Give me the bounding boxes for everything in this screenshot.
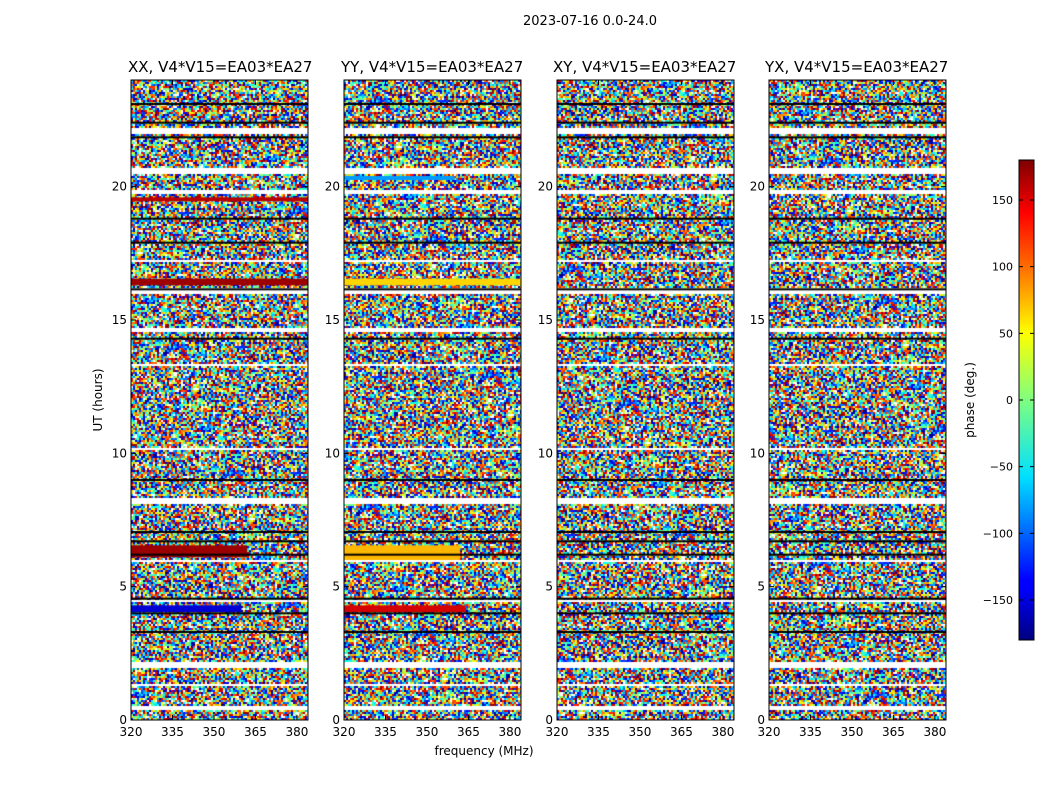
y-tick-label: 10 [750, 446, 765, 460]
y-tick-label: 10 [112, 446, 127, 460]
x-tick-label: 380 [923, 725, 946, 739]
panel-title-xx: XX, V4*V15=EA03*EA27 [128, 58, 313, 76]
x-tick-label: 320 [333, 725, 356, 739]
x-tick-label: 320 [546, 725, 569, 739]
panel-1: 320 335 350 365 380 0 5 10 15 20 [325, 79, 522, 739]
panel-title-yy: YY, V4*V15=EA03*EA27 [341, 58, 524, 76]
x-axis-label: frequency (MHz) [434, 744, 534, 758]
x-tick-label: 320 [120, 725, 143, 739]
y-tick-label: 20 [750, 180, 765, 194]
panel-frame-0 [130, 79, 309, 721]
colorbar-tick-label: 50 [999, 327, 1013, 340]
x-tick-label: 380 [711, 725, 734, 739]
y-tick-label: 0 [119, 713, 127, 727]
panel-image-1 [344, 80, 521, 720]
x-tick-label: 335 [799, 725, 822, 739]
y-tick-label: 15 [112, 313, 127, 327]
y-tick-label: 0 [545, 713, 553, 727]
x-tick-label: 350 [203, 725, 226, 739]
panel-image-3 [769, 80, 946, 720]
colorbar-tick-label: −50 [990, 461, 1013, 474]
x-tick-label: 335 [374, 725, 397, 739]
colorbar-tick-label: 150 [992, 194, 1013, 207]
x-tick-label: 365 [244, 725, 267, 739]
x-tick-label: 350 [841, 725, 864, 739]
x-tick-label: 380 [498, 725, 521, 739]
panel-2: 320 335 350 365 380 0 5 10 15 20 [538, 79, 735, 739]
colorbar-tick-label: −150 [983, 594, 1013, 607]
colorbar-tick-label: 100 [992, 261, 1013, 274]
y-tick-label: 15 [538, 313, 553, 327]
panel-image-2 [557, 80, 734, 720]
y-tick-label: 20 [325, 180, 340, 194]
x-tick-label: 335 [587, 725, 610, 739]
panel-0: 320 335 350 365 380 0 5 10 15 20 [112, 79, 309, 739]
y-tick-label: 15 [325, 313, 340, 327]
colorbar-label: phase (deg.) [963, 362, 977, 438]
y-axis-label: UT (hours) [91, 368, 105, 432]
panel-title-xy: XY, V4*V15=EA03*EA27 [553, 58, 737, 76]
y-tick-label: 5 [119, 580, 127, 594]
x-tick-label: 380 [285, 725, 308, 739]
colorbar-tick-label: 0 [1006, 394, 1013, 407]
panel-3: 320 335 350 365 380 0 5 10 15 20 [750, 79, 947, 739]
y-tick-label: 10 [325, 446, 340, 460]
x-tick-label: 350 [416, 725, 439, 739]
panel-frame-3 [768, 79, 947, 721]
y-tick-label: 10 [538, 446, 553, 460]
panel-image-0 [131, 80, 308, 720]
x-tick-label: 365 [457, 725, 480, 739]
y-tick-label: 5 [332, 580, 340, 594]
x-tick-label: 350 [629, 725, 652, 739]
colorbar-tick-label: −100 [983, 527, 1013, 540]
y-tick-label: 5 [545, 580, 553, 594]
x-tick-label: 335 [161, 725, 184, 739]
panel-frame-2 [556, 79, 735, 721]
x-tick-label: 365 [882, 725, 905, 739]
y-tick-label: 20 [112, 180, 127, 194]
chart-suptitle: 2023-07-16 0.0-24.0 [523, 14, 657, 29]
y-tick-label: 5 [757, 580, 765, 594]
y-tick-label: 0 [332, 713, 340, 727]
y-tick-label: 20 [538, 180, 553, 194]
panel-title-yx: YX, V4*V15=EA03*EA27 [765, 58, 949, 76]
panel-frame-1 [343, 79, 522, 721]
x-tick-label: 320 [758, 725, 781, 739]
y-tick-label: 15 [750, 313, 765, 327]
y-tick-label: 0 [757, 713, 765, 727]
x-tick-label: 365 [670, 725, 693, 739]
